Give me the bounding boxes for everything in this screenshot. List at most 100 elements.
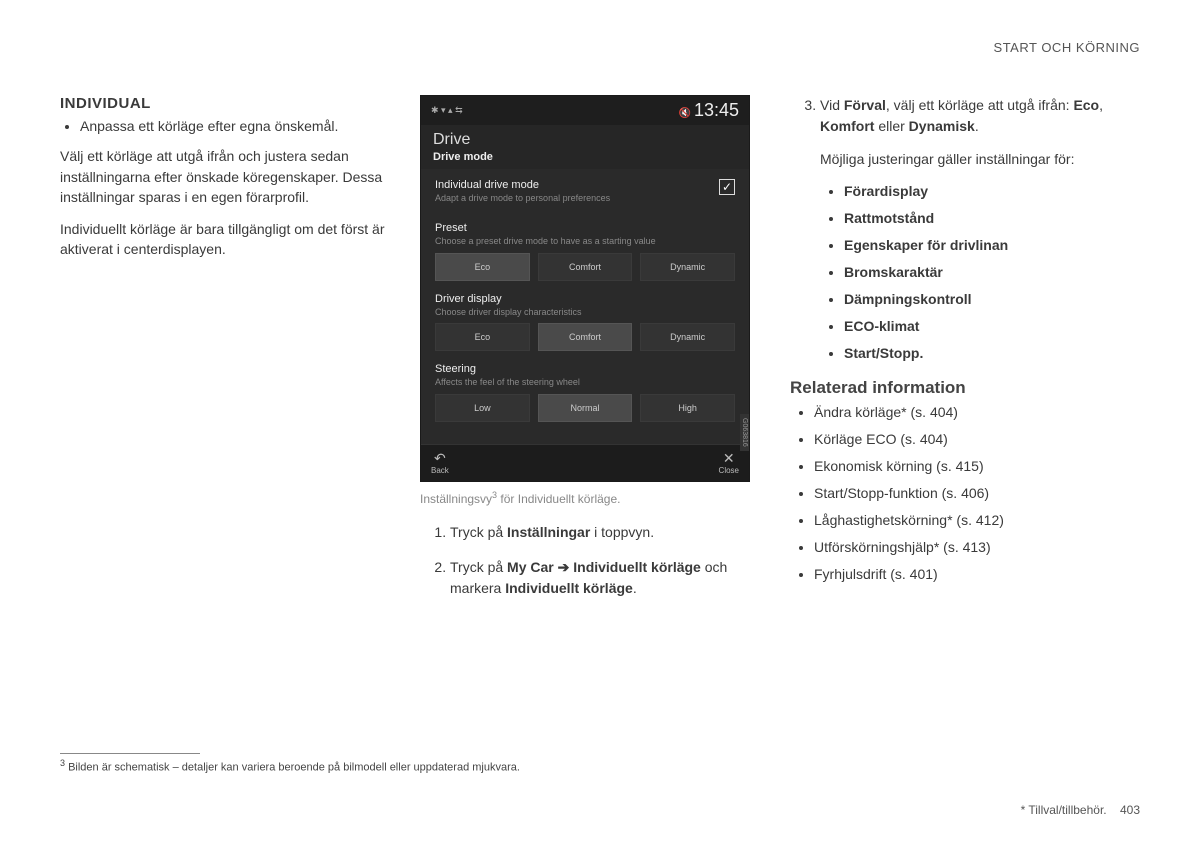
rel-4[interactable]: Låghastighetskörning* (s. 412) bbox=[814, 510, 1140, 531]
step1-bold: Inställningar bbox=[507, 524, 590, 540]
step2-b2: Individuellt körläge bbox=[573, 559, 701, 575]
step3-mid1: , välj ett körläge att utgå ifrån: bbox=[886, 97, 1074, 113]
content-columns: INDIVIDUAL Anpassa ett körläge efter egn… bbox=[60, 95, 1140, 613]
column-middle: ✱ ▾ ▴ ⇆ 🔇 13:45 Drive Drive mode Individ… bbox=[420, 95, 760, 613]
individual-mode-desc: Adapt a drive mode to personal preferenc… bbox=[435, 193, 610, 204]
steering-segment: Low Normal High bbox=[435, 394, 735, 422]
step-2: Tryck på My Car ➔ Individuellt körläge o… bbox=[450, 557, 760, 599]
step2-b3: Individuellt körläge bbox=[505, 580, 633, 596]
step3-b3: Komfort bbox=[820, 118, 874, 134]
footnote: 3 Bilden är schematisk – detaljer kan va… bbox=[60, 758, 1140, 775]
steering-block: Steering Affects the feel of the steerin… bbox=[435, 363, 735, 422]
step2-b1: My Car bbox=[507, 559, 554, 575]
individual-bullet-list: Anpassa ett körläge efter egna önskemål. bbox=[60, 116, 390, 136]
close-button[interactable]: ✕ Close bbox=[719, 451, 739, 475]
individual-mode-checkbox[interactable]: ✓ bbox=[719, 179, 735, 195]
preset-desc: Choose a preset drive mode to have as a … bbox=[435, 236, 735, 247]
clock: 13:45 bbox=[694, 100, 739, 120]
adj-0: Förardisplay bbox=[844, 181, 1140, 202]
device-footer: ↶ Back ✕ Close bbox=[421, 444, 749, 481]
close-label: Close bbox=[719, 466, 739, 475]
app-titlebar: Drive Drive mode bbox=[421, 125, 749, 169]
preset-block: Preset Choose a preset drive mode to hav… bbox=[435, 222, 735, 281]
footnote-text: Bilden är schematisk – detaljer kan vari… bbox=[65, 762, 520, 774]
back-button[interactable]: ↶ Back bbox=[431, 451, 449, 475]
driver-display-desc: Choose driver display characteristics bbox=[435, 307, 735, 318]
steps-list-mid: Tryck på Inställningar i toppvyn. Tryck … bbox=[420, 522, 760, 599]
steps-list-right: Vid Förval, välj ett körläge att utgå if… bbox=[790, 95, 1140, 364]
preset-opt-comfort[interactable]: Comfort bbox=[538, 253, 633, 281]
page-section-header: START OCH KÖRNING bbox=[60, 40, 1140, 55]
adjustments-list: Förardisplay Rattmotstånd Egenskaper för… bbox=[820, 181, 1140, 364]
steering-opt-low[interactable]: Low bbox=[435, 394, 530, 422]
image-side-tag: G063816 bbox=[740, 414, 749, 451]
status-right: 🔇 13:45 bbox=[679, 100, 739, 121]
related-list: Ändra körläge* (s. 404) Körläge ECO (s. … bbox=[790, 402, 1140, 585]
close-icon: ✕ bbox=[723, 451, 735, 465]
driver-display-block: Driver display Choose driver display cha… bbox=[435, 293, 735, 352]
steering-opt-high[interactable]: High bbox=[640, 394, 735, 422]
step3-c1: , bbox=[1099, 97, 1103, 113]
step1-pre: Tryck på bbox=[450, 524, 507, 540]
related-heading: Relaterad information bbox=[790, 378, 1140, 398]
footnote-area: 3 Bilden är schematisk – detaljer kan va… bbox=[60, 753, 1140, 775]
preset-opt-eco[interactable]: Eco bbox=[435, 253, 530, 281]
rel-2[interactable]: Ekonomisk körning (s. 415) bbox=[814, 456, 1140, 477]
adjust-intro: Möjliga justeringar gäller inställningar… bbox=[820, 149, 1140, 169]
column-right: Vid Förval, välj ett körläge att utgå if… bbox=[790, 95, 1140, 613]
steering-title: Steering bbox=[435, 363, 735, 375]
steering-desc: Affects the feel of the steering wheel bbox=[435, 377, 735, 388]
rel-1[interactable]: Körläge ECO (s. 404) bbox=[814, 429, 1140, 450]
dd-opt-dynamic[interactable]: Dynamic bbox=[640, 323, 735, 351]
adj-5: ECO-klimat bbox=[844, 316, 1140, 337]
status-icon-group: ✱ ▾ ▴ ⇆ bbox=[431, 105, 463, 115]
app-subtitle: Drive mode bbox=[433, 151, 737, 163]
preset-title: Preset bbox=[435, 222, 735, 234]
dd-opt-comfort[interactable]: Comfort bbox=[538, 323, 633, 351]
column-left: INDIVIDUAL Anpassa ett körläge efter egn… bbox=[60, 95, 390, 613]
step2-end: . bbox=[633, 580, 637, 596]
caption-pre: Inställningsvy bbox=[420, 492, 492, 506]
driver-display-title: Driver display bbox=[435, 293, 735, 305]
screenshot-caption: Inställningsvy3 för Individuellt körläge… bbox=[420, 490, 760, 508]
footnote-rule bbox=[60, 753, 200, 754]
back-label: Back bbox=[431, 466, 449, 475]
step3-pre: Vid bbox=[820, 97, 844, 113]
step2-pre: Tryck på bbox=[450, 559, 507, 575]
status-bar: ✱ ▾ ▴ ⇆ 🔇 13:45 bbox=[421, 96, 749, 125]
individual-bullet: Anpassa ett körläge efter egna önskemål. bbox=[80, 116, 390, 136]
adj-1: Rattmotstånd bbox=[844, 208, 1140, 229]
rel-3[interactable]: Start/Stopp-funktion (s. 406) bbox=[814, 483, 1140, 504]
step3-end: . bbox=[975, 118, 979, 134]
mute-icon: 🔇 bbox=[679, 108, 691, 119]
step3-b2: Eco bbox=[1073, 97, 1099, 113]
steering-opt-normal[interactable]: Normal bbox=[538, 394, 633, 422]
preset-opt-dynamic[interactable]: Dynamic bbox=[640, 253, 735, 281]
step3-c2: eller bbox=[874, 118, 908, 134]
back-icon: ↶ bbox=[434, 451, 446, 465]
individual-heading: INDIVIDUAL bbox=[60, 95, 390, 112]
step-1: Tryck på Inställningar i toppvyn. bbox=[450, 522, 760, 543]
arrow-icon: ➔ bbox=[554, 559, 574, 575]
preset-segment: Eco Comfort Dynamic bbox=[435, 253, 735, 281]
caption-post: för Individuellt körläge. bbox=[497, 492, 620, 506]
adj-2: Egenskaper för drivlinan bbox=[844, 235, 1140, 256]
step-3: Vid Förval, välj ett körläge att utgå if… bbox=[820, 95, 1140, 364]
rel-5[interactable]: Utförskörningshjälp* (s. 413) bbox=[814, 537, 1140, 558]
rel-0[interactable]: Ändra körläge* (s. 404) bbox=[814, 402, 1140, 423]
settings-panel: Individual drive mode Adapt a drive mode… bbox=[421, 169, 749, 444]
opt-accessory-note: * Tillval/tillbehör. bbox=[1021, 803, 1107, 817]
page-footer: * Tillval/tillbehör. 403 bbox=[1021, 803, 1140, 817]
adj-6: Start/Stopp bbox=[844, 343, 1140, 364]
device-screenshot: ✱ ▾ ▴ ⇆ 🔇 13:45 Drive Drive mode Individ… bbox=[420, 95, 750, 482]
app-title: Drive bbox=[433, 131, 737, 149]
driver-display-segment: Eco Comfort Dynamic bbox=[435, 323, 735, 351]
adj-3: Bromskaraktär bbox=[844, 262, 1140, 283]
adj-4: Dämpningskontroll bbox=[844, 289, 1140, 310]
step1-post: i toppvyn. bbox=[590, 524, 654, 540]
dd-opt-eco[interactable]: Eco bbox=[435, 323, 530, 351]
page-number: 403 bbox=[1120, 803, 1140, 817]
rel-6[interactable]: Fyrhjulsdrift (s. 401) bbox=[814, 564, 1140, 585]
individual-mode-row[interactable]: Individual drive mode Adapt a drive mode… bbox=[435, 179, 735, 210]
step3-b1: Förval bbox=[844, 97, 886, 113]
